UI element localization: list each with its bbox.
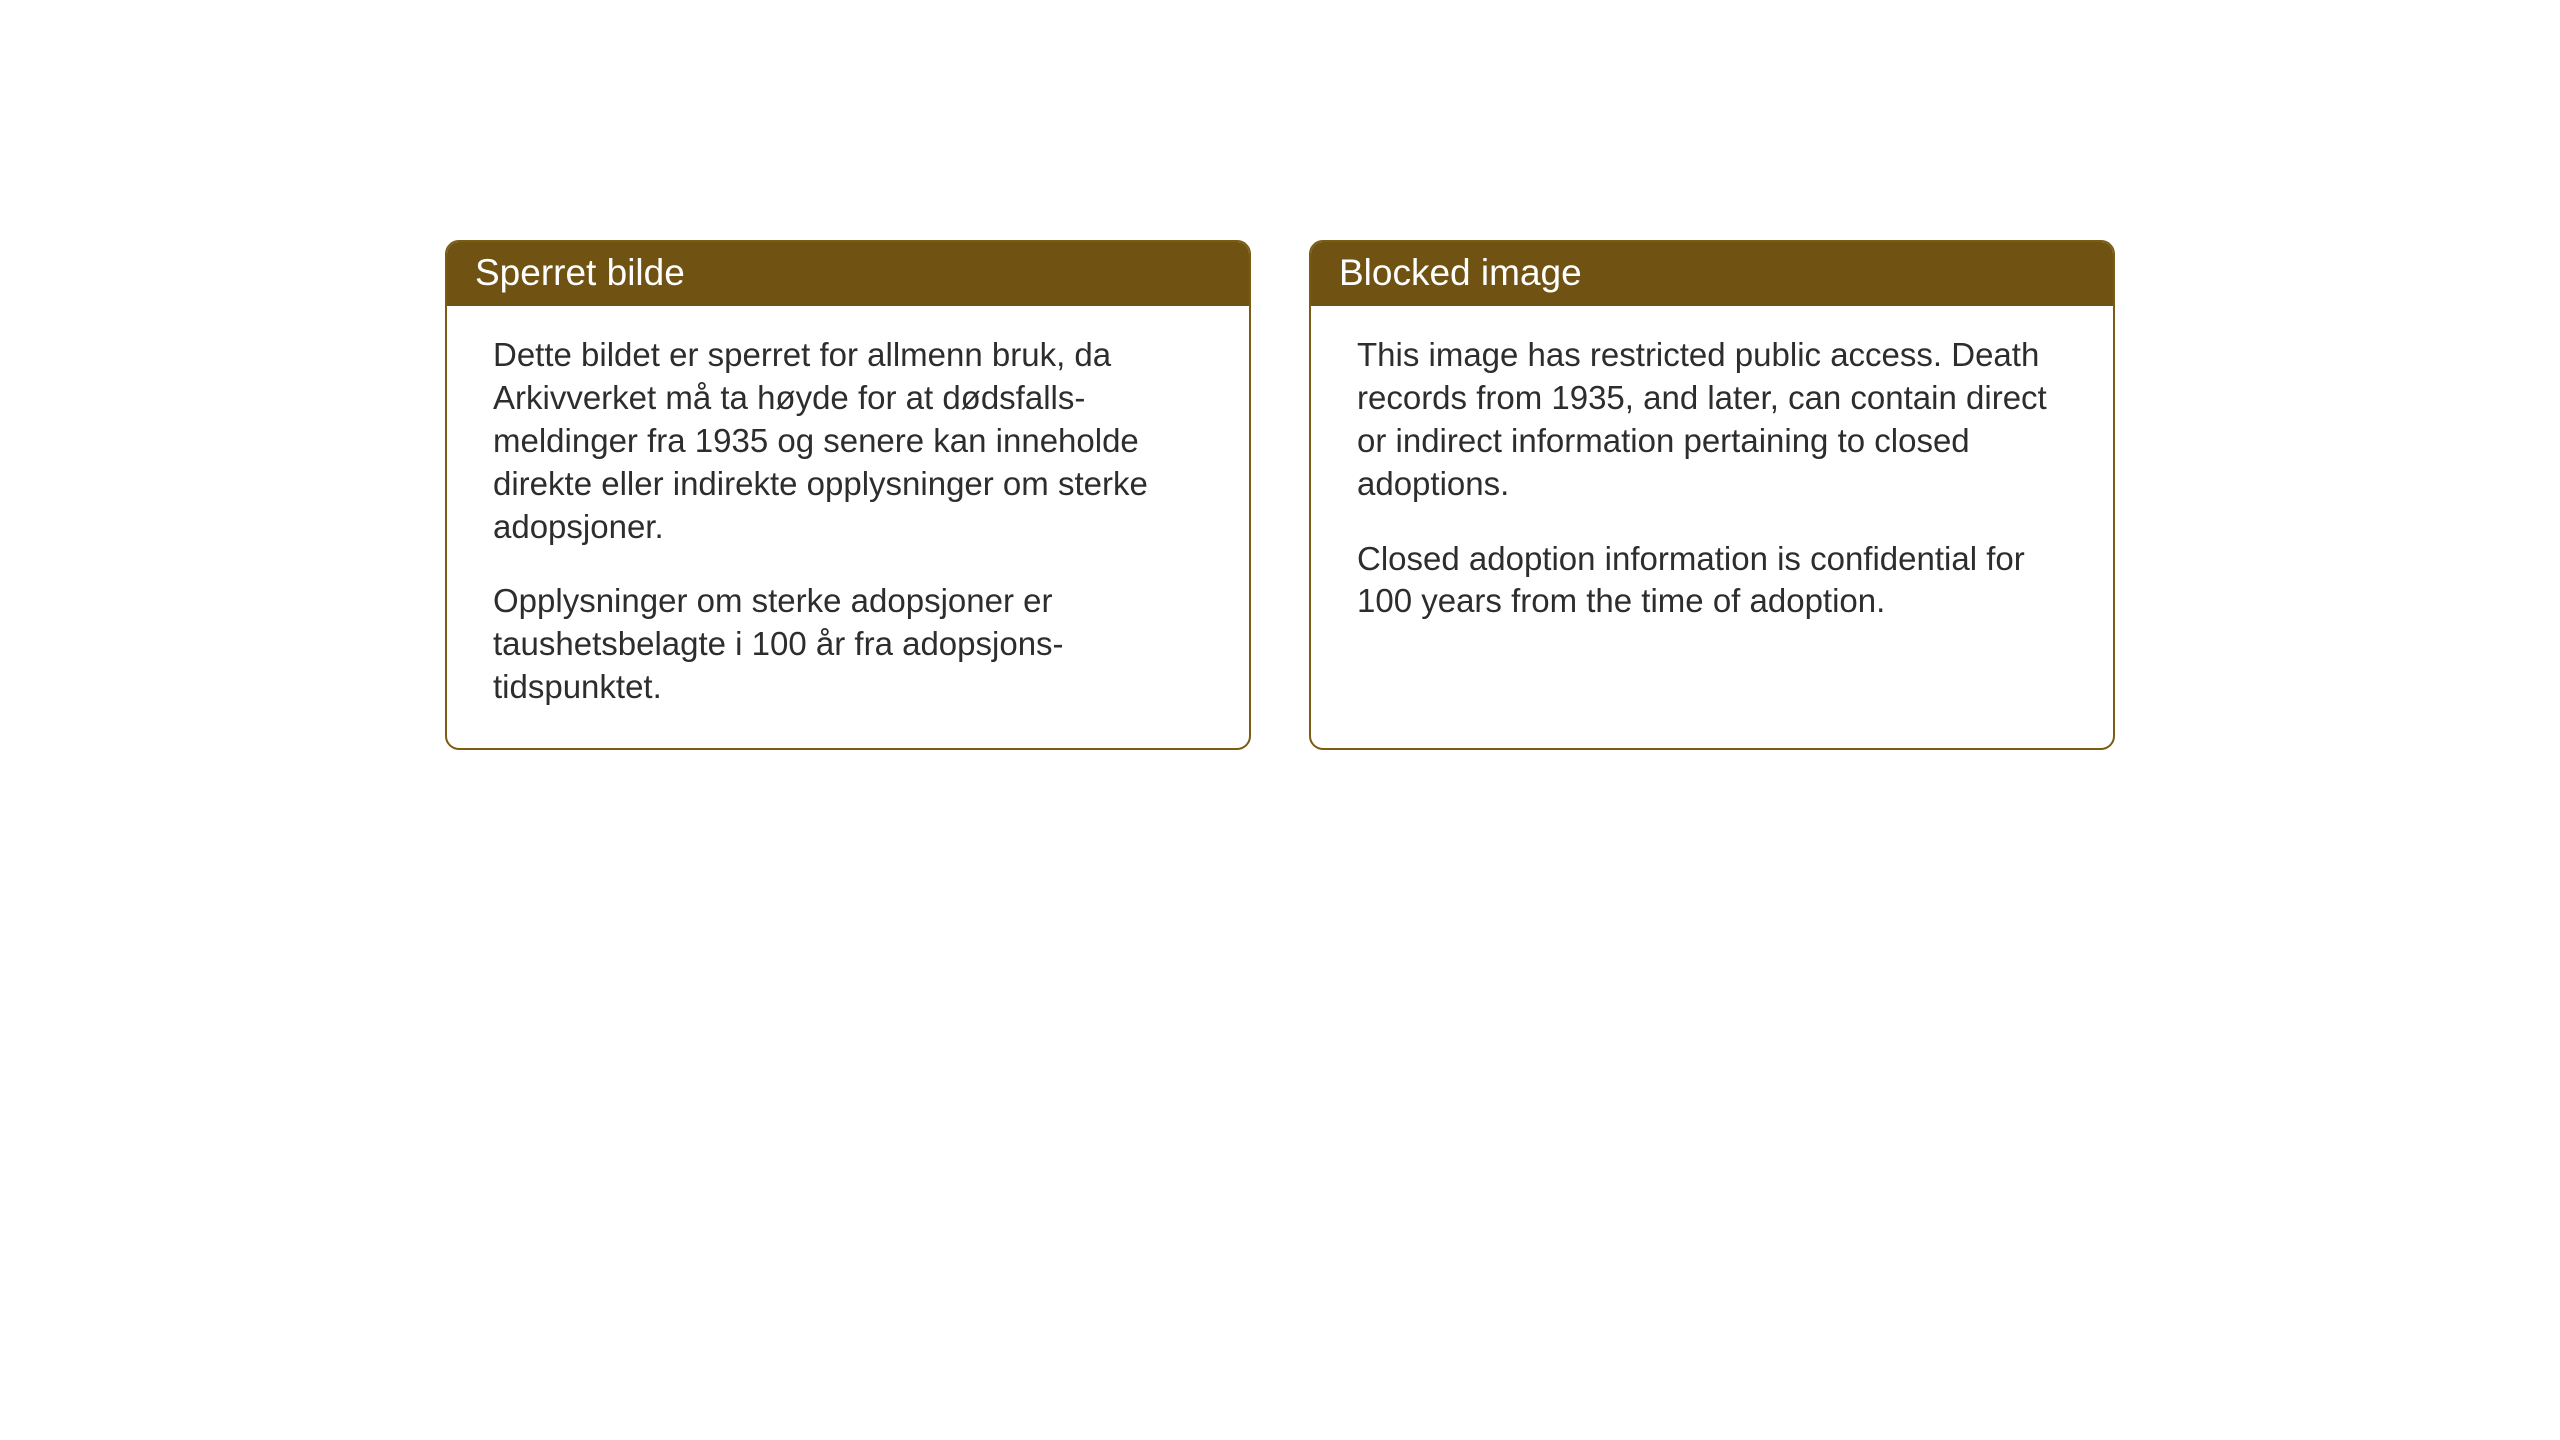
notice-card-english: Blocked image This image has restricted … xyxy=(1309,240,2115,750)
notice-header-english: Blocked image xyxy=(1311,242,2113,306)
notice-paragraph-2-norwegian: Opplysninger om sterke adopsjoner er tau… xyxy=(493,580,1203,709)
notice-card-norwegian: Sperret bilde Dette bildet er sperret fo… xyxy=(445,240,1251,750)
notice-body-english: This image has restricted public access.… xyxy=(1311,306,2113,657)
notice-paragraph-1-norwegian: Dette bildet er sperret for allmenn bruk… xyxy=(493,334,1203,548)
notice-title-norwegian: Sperret bilde xyxy=(475,252,685,293)
notice-paragraph-2-english: Closed adoption information is confident… xyxy=(1357,538,2067,624)
notice-body-norwegian: Dette bildet er sperret for allmenn bruk… xyxy=(447,306,1249,743)
notice-header-norwegian: Sperret bilde xyxy=(447,242,1249,306)
notice-paragraph-1-english: This image has restricted public access.… xyxy=(1357,334,2067,506)
notice-title-english: Blocked image xyxy=(1339,252,1582,293)
notice-container: Sperret bilde Dette bildet er sperret fo… xyxy=(445,240,2115,750)
